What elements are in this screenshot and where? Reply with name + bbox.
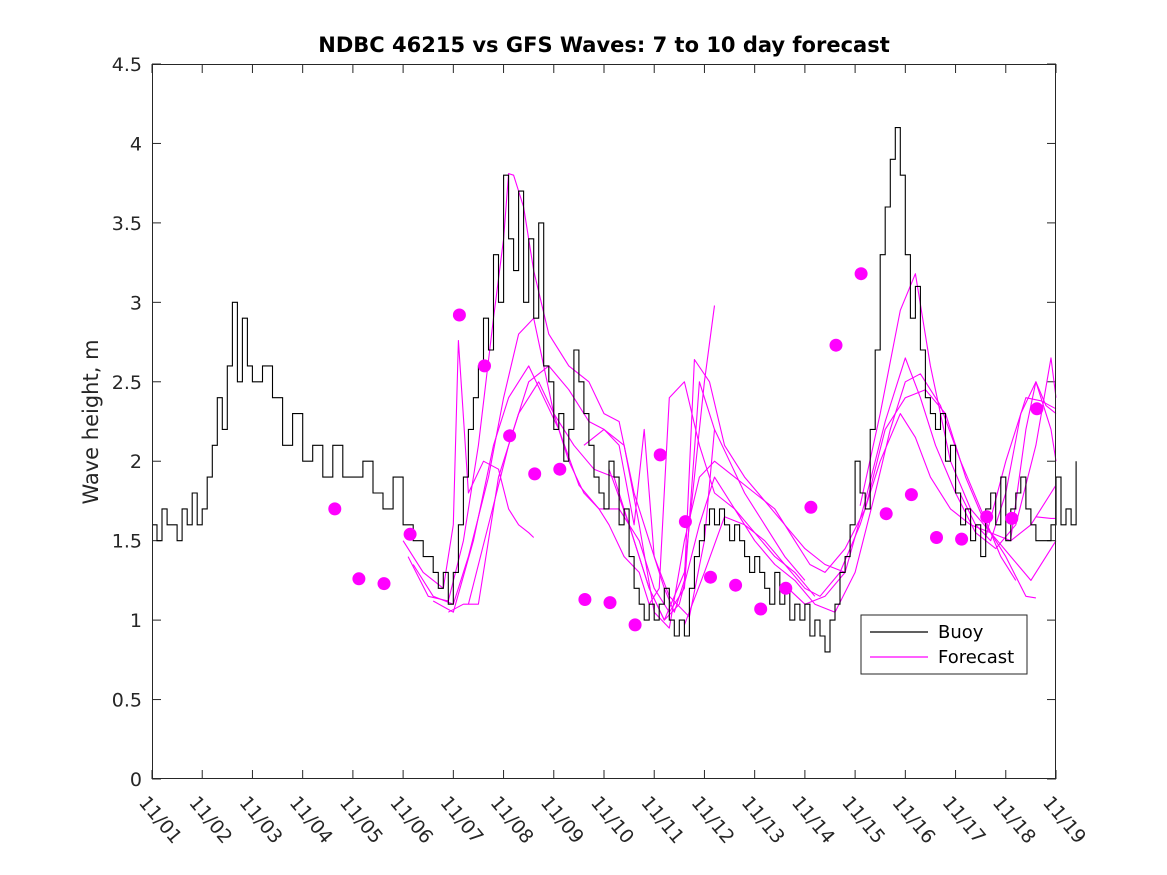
forecast-marker xyxy=(754,602,768,616)
forecast-marker xyxy=(804,500,818,514)
forecast-line xyxy=(467,358,846,613)
plot-frame xyxy=(152,64,1056,779)
forecast-marker xyxy=(578,593,592,606)
legend-box xyxy=(860,614,1028,675)
forecast-line xyxy=(859,273,1057,581)
y-tick-label: 4 xyxy=(130,133,142,155)
forecast-marker xyxy=(528,467,542,481)
forecast-line xyxy=(402,339,535,589)
forecast-marker xyxy=(879,507,893,521)
forecast-marker xyxy=(854,267,868,281)
y-axis-label: Wave height, m xyxy=(79,339,103,504)
marker-layer xyxy=(328,267,1044,632)
legend-forecast-label: Forecast xyxy=(938,647,1014,668)
forecast-line xyxy=(985,397,1057,538)
forecast-line xyxy=(608,373,1017,621)
y-tick-label: 2 xyxy=(130,451,142,473)
y-tick-label: 4.5 xyxy=(112,54,142,76)
legend-buoy-label: Buoy xyxy=(938,622,984,643)
forecast-marker xyxy=(1030,402,1044,416)
forecast-marker xyxy=(628,618,642,632)
forecast-marker xyxy=(553,462,567,476)
y-tick-label: 0 xyxy=(130,769,142,791)
forecast-line xyxy=(407,173,716,618)
chart-title: NDBC 46215 vs GFS Waves: 7 to 10 day for… xyxy=(318,33,889,57)
forecast-marker xyxy=(352,572,366,586)
y-tick-label: 3.5 xyxy=(112,213,142,235)
y-tick-label: 2.5 xyxy=(112,372,142,394)
forecast-marker xyxy=(478,359,491,373)
forecast-marker xyxy=(704,570,717,584)
y-tick-label: 1 xyxy=(130,610,142,632)
forecast-marker xyxy=(503,429,517,443)
forecast-line xyxy=(1010,381,1057,540)
forecast-marker xyxy=(377,577,391,591)
forecast-marker xyxy=(653,448,667,462)
forecast-marker xyxy=(955,532,969,546)
forecast-marker xyxy=(904,488,918,502)
forecast-marker xyxy=(779,581,793,595)
forecast-marker xyxy=(930,531,943,544)
y-tick-label: 3 xyxy=(130,292,142,314)
forecast-marker xyxy=(452,308,466,322)
y-tick-label: 1.5 xyxy=(112,531,142,553)
series-layer xyxy=(152,127,1077,653)
buoy-line xyxy=(152,127,1077,653)
forecast-marker xyxy=(980,510,994,524)
forecast-marker xyxy=(328,502,342,516)
forecast-marker xyxy=(603,596,617,610)
forecast-marker xyxy=(678,515,692,529)
legend: Buoy Forecast xyxy=(860,614,1028,675)
forecast-marker xyxy=(729,578,743,592)
forecast-line xyxy=(1035,516,1056,519)
forecast-marker xyxy=(403,527,417,541)
forecast-marker xyxy=(1005,511,1019,525)
forecast-line xyxy=(960,381,1057,542)
forecast-marker xyxy=(829,338,843,352)
y-tick-label: 0.5 xyxy=(112,690,142,712)
